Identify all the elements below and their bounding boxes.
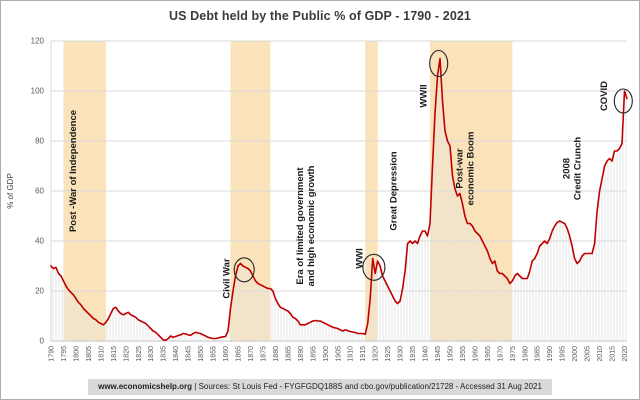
x-tick-label: 1900 bbox=[323, 346, 330, 362]
y-tick-label: 40 bbox=[35, 237, 44, 246]
x-tick-label: 1940 bbox=[423, 346, 430, 362]
x-tick-label: 1915 bbox=[360, 346, 367, 362]
x-tick-label: 1880 bbox=[273, 346, 280, 362]
x-tick-label: 1895 bbox=[310, 346, 317, 362]
x-tick-label: 1985 bbox=[535, 346, 542, 362]
x-tick-label: 1995 bbox=[560, 346, 567, 362]
annotation-era-limited-government: Era of limited government bbox=[295, 167, 306, 285]
x-tick-label: 1965 bbox=[485, 346, 492, 362]
y-tick-label: 100 bbox=[31, 87, 45, 96]
x-tick-label: 1885 bbox=[285, 346, 292, 362]
x-tick-label: 1815 bbox=[111, 346, 118, 362]
x-tick-label: 1860 bbox=[223, 346, 230, 362]
event-circle-wwi bbox=[362, 253, 386, 281]
x-tick-label: 1945 bbox=[435, 346, 442, 362]
annotation-credit-crunch: 2008 bbox=[562, 158, 573, 179]
annotation-wwi: WWI bbox=[355, 248, 366, 269]
x-tick-label: 1800 bbox=[73, 346, 80, 362]
x-tick-label: 1790 bbox=[49, 346, 56, 362]
annotation-covid: COVID bbox=[599, 81, 610, 111]
x-tick-label: 1955 bbox=[460, 346, 467, 362]
x-tick-label: 1970 bbox=[497, 346, 504, 362]
footer-bar: www.economicshelp.org | Sources: St Loui… bbox=[1, 376, 639, 395]
x-tick-label: 1825 bbox=[136, 346, 143, 362]
y-tick-label: 120 bbox=[31, 37, 45, 46]
annotation-credit-crunch: Credit Crunch bbox=[573, 137, 584, 201]
debt-area-fill bbox=[51, 58, 627, 341]
x-tick-label: 1835 bbox=[161, 346, 168, 362]
debt-line bbox=[50, 57, 628, 342]
x-tick-label: 1870 bbox=[248, 346, 255, 362]
annotation-civil-war: Civil War bbox=[221, 258, 232, 299]
x-tick-label: 1990 bbox=[547, 346, 554, 362]
x-tick-label: 1925 bbox=[385, 346, 392, 362]
x-tick-label: 2010 bbox=[597, 346, 604, 362]
annotation-post-war-boom: economic Boom bbox=[465, 132, 476, 206]
x-tick-label: 1905 bbox=[335, 346, 342, 362]
annotation-post-war-independence: Post -War of Independence bbox=[68, 110, 79, 232]
annotation-great-depression: Great Depression bbox=[388, 151, 399, 230]
debt-line-chart: 0 20 40 60 80 100 120 1790 1795 1800 1805 1810 1815 1… bbox=[6, 37, 633, 362]
x-tick-label: 1795 bbox=[61, 346, 68, 362]
x-tick-label: 1890 bbox=[298, 346, 305, 362]
x-tick-label: 1910 bbox=[348, 346, 355, 362]
annotation-post-war-boom: Post-war bbox=[454, 148, 465, 188]
x-tick-label: 1820 bbox=[123, 346, 130, 362]
x-tick-label: 1960 bbox=[472, 346, 479, 362]
y-tick-label: 60 bbox=[35, 187, 44, 196]
y-tick-label: 80 bbox=[35, 137, 44, 146]
x-tick-label: 1845 bbox=[186, 346, 193, 362]
x-tick-label: 1920 bbox=[373, 346, 380, 362]
x-tick-label: 1830 bbox=[148, 346, 155, 362]
source-text: | Sources: St Louis Fed - FYGFGDQ188S an… bbox=[192, 382, 542, 391]
x-tick-label: 2005 bbox=[585, 346, 592, 362]
x-tick-label: 1865 bbox=[236, 346, 243, 362]
x-tick-label: 1850 bbox=[198, 346, 205, 362]
y-tick-label: 0 bbox=[40, 337, 45, 346]
x-tick-label: 1875 bbox=[260, 346, 267, 362]
x-tick-label: 1935 bbox=[410, 346, 417, 362]
event-circle-covid bbox=[613, 88, 633, 114]
annotation-era-limited-government: and high economic growth bbox=[306, 165, 317, 286]
source-footer: www.economicshelp.org | Sources: St Loui… bbox=[88, 379, 552, 395]
x-tick-label: 1975 bbox=[510, 346, 517, 362]
x-tick-label: 1855 bbox=[211, 346, 218, 362]
x-tick-label: 1805 bbox=[86, 346, 93, 362]
x-tick-label: 2020 bbox=[622, 346, 629, 362]
event-circle-civil-war bbox=[233, 257, 255, 283]
chart-title: US Debt held by the Public % of GDP - 17… bbox=[169, 9, 471, 23]
annotation-wwii: WWII bbox=[418, 84, 429, 107]
x-tick-label: 2015 bbox=[610, 346, 617, 362]
x-tick-label: 1930 bbox=[398, 346, 405, 362]
x-tick-label: 1840 bbox=[173, 346, 180, 362]
x-tick-label: 1980 bbox=[522, 346, 529, 362]
source-site-label: www.economicshelp.org bbox=[98, 382, 193, 391]
x-tick-label: 2000 bbox=[572, 346, 579, 362]
x-tick-label: 1810 bbox=[98, 346, 105, 362]
y-axis-title: % of GDP bbox=[6, 173, 15, 209]
event-circle-wwii bbox=[429, 49, 449, 78]
x-tick-label: 1950 bbox=[448, 346, 455, 362]
y-tick-label: 20 bbox=[35, 287, 44, 296]
